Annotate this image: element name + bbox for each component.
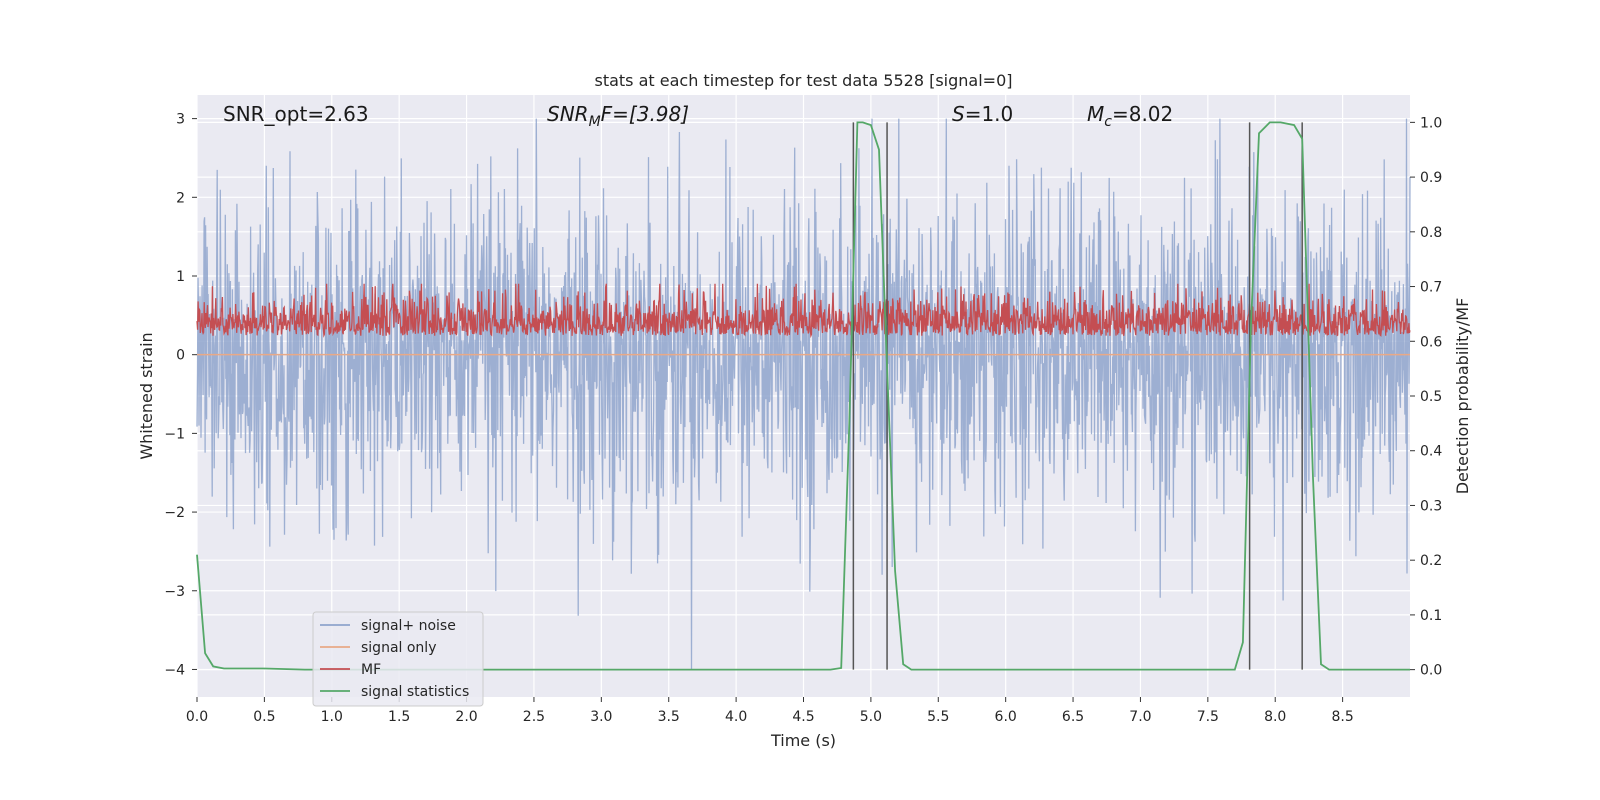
- y-right-tick-label: 0.2: [1420, 553, 1442, 569]
- annotation-mc-rest: =8.02: [1112, 102, 1173, 126]
- y-right-tick-label: 0.8: [1420, 225, 1442, 241]
- signal-plus-noise-series: [196, 118, 1411, 670]
- signal-statistics-series: [196, 121, 1410, 671]
- annotation-snr-mf: SNRMF=[3.98]: [547, 102, 689, 130]
- mf-series: [196, 283, 1411, 339]
- annotation-snr-mf-rest: F=[3.98]: [601, 102, 689, 126]
- y-right-tick-label: 1.0: [1420, 115, 1442, 131]
- x-tick-label: 6.0: [995, 709, 1017, 725]
- x-tick-label: 4.0: [725, 709, 747, 725]
- y-right-tick-label: 0.3: [1420, 498, 1442, 514]
- x-tick-label: 0.0: [186, 709, 208, 725]
- y-right-axis-label: Detection probability/MF: [1453, 298, 1472, 495]
- legend-label: signal only: [361, 640, 436, 656]
- y-left-tick-label: 2: [176, 190, 185, 206]
- x-tick-label: 6.5: [1062, 709, 1084, 725]
- legend-label: MF: [361, 662, 381, 678]
- y-right-axis-ticks: 1.0 0.9 0.8 0.7 0.6 0.5 0.4 0.3 0.2 0.1 0.0: [1410, 115, 1442, 679]
- signal-statistics-line: [196, 121, 1410, 671]
- x-tick-label: 5.5: [927, 709, 949, 725]
- x-tick-label: 1.5: [388, 709, 410, 725]
- x-tick-label: 7.5: [1197, 709, 1219, 725]
- y-right-tick-label: 0.0: [1420, 663, 1442, 679]
- signal-plus-noise-line: [196, 118, 1411, 670]
- y-left-tick-label: −1: [164, 426, 185, 442]
- annotation-s-rest: =1.0: [965, 102, 1014, 126]
- x-tick-label: 3.0: [590, 709, 612, 725]
- annotation-mc-italic: M: [1087, 102, 1104, 126]
- x-tick-label: 3.5: [658, 709, 680, 725]
- legend-label: signal statistics: [361, 684, 469, 700]
- y-left-tick-label: 1: [176, 269, 185, 285]
- y-left-axis-ticks: 3 2 1 0 −1 −2 −3 −4: [164, 112, 197, 678]
- legend-label: signal+ noise: [361, 618, 456, 634]
- annotation-snr-mf-prefix: SNR: [547, 102, 589, 126]
- x-tick-label: 5.0: [860, 709, 882, 725]
- x-tick-label: 1.0: [321, 709, 343, 725]
- annotation-s-italic: S: [952, 102, 965, 126]
- legend: signal+ noise signal only MF signal statist…: [312, 611, 484, 707]
- x-tick-label: 2.5: [523, 709, 545, 725]
- y-left-tick-label: 3: [176, 112, 185, 128]
- y-right-tick-label: 0.9: [1420, 170, 1442, 186]
- annotation-mc-sub: c: [1104, 114, 1112, 130]
- x-tick-label: 2.0: [455, 709, 477, 725]
- y-right-tick-label: 0.5: [1420, 389, 1442, 405]
- y-left-tick-label: −2: [164, 505, 185, 521]
- x-tick-label: 7.0: [1129, 709, 1151, 725]
- annotation-s: S=1.0: [952, 102, 1013, 126]
- y-left-tick-label: −4: [164, 662, 185, 678]
- y-left-tick-label: −3: [164, 584, 185, 600]
- x-axis-ticks: 0.0 0.5 1.0 1.5 2.0 2.5 3.0 3.5 4.0 4.5 5.0 5.5 6.0 6…: [186, 697, 1354, 725]
- annotation-snr-opt: SNR_opt=2.63: [223, 102, 369, 126]
- x-tick-label: 8.5: [1331, 709, 1353, 725]
- legend-box: [312, 611, 484, 707]
- annotation-mc: Mc=8.02: [1087, 102, 1173, 130]
- x-axis-label: Time (s): [770, 731, 836, 750]
- y-left-tick-label: 0: [176, 348, 185, 364]
- legend-items: signal+ noise signal only MF signal statist…: [320, 618, 469, 700]
- annotation-snr-mf-sub: M: [589, 114, 601, 130]
- chart-title: stats at each timestep for test data 552…: [594, 71, 1012, 90]
- x-tick-label: 0.5: [253, 709, 275, 725]
- mf-line: [196, 283, 1411, 339]
- x-tick-label: 8.0: [1264, 709, 1286, 725]
- y-right-tick-label: 0.7: [1420, 280, 1442, 296]
- y-right-tick-label: 0.4: [1420, 444, 1442, 460]
- y-right-tick-label: 0.6: [1420, 334, 1442, 350]
- y-left-axis-label: Whitened strain: [137, 332, 156, 459]
- x-tick-label: 4.5: [792, 709, 814, 725]
- y-right-tick-label: 0.1: [1420, 608, 1442, 624]
